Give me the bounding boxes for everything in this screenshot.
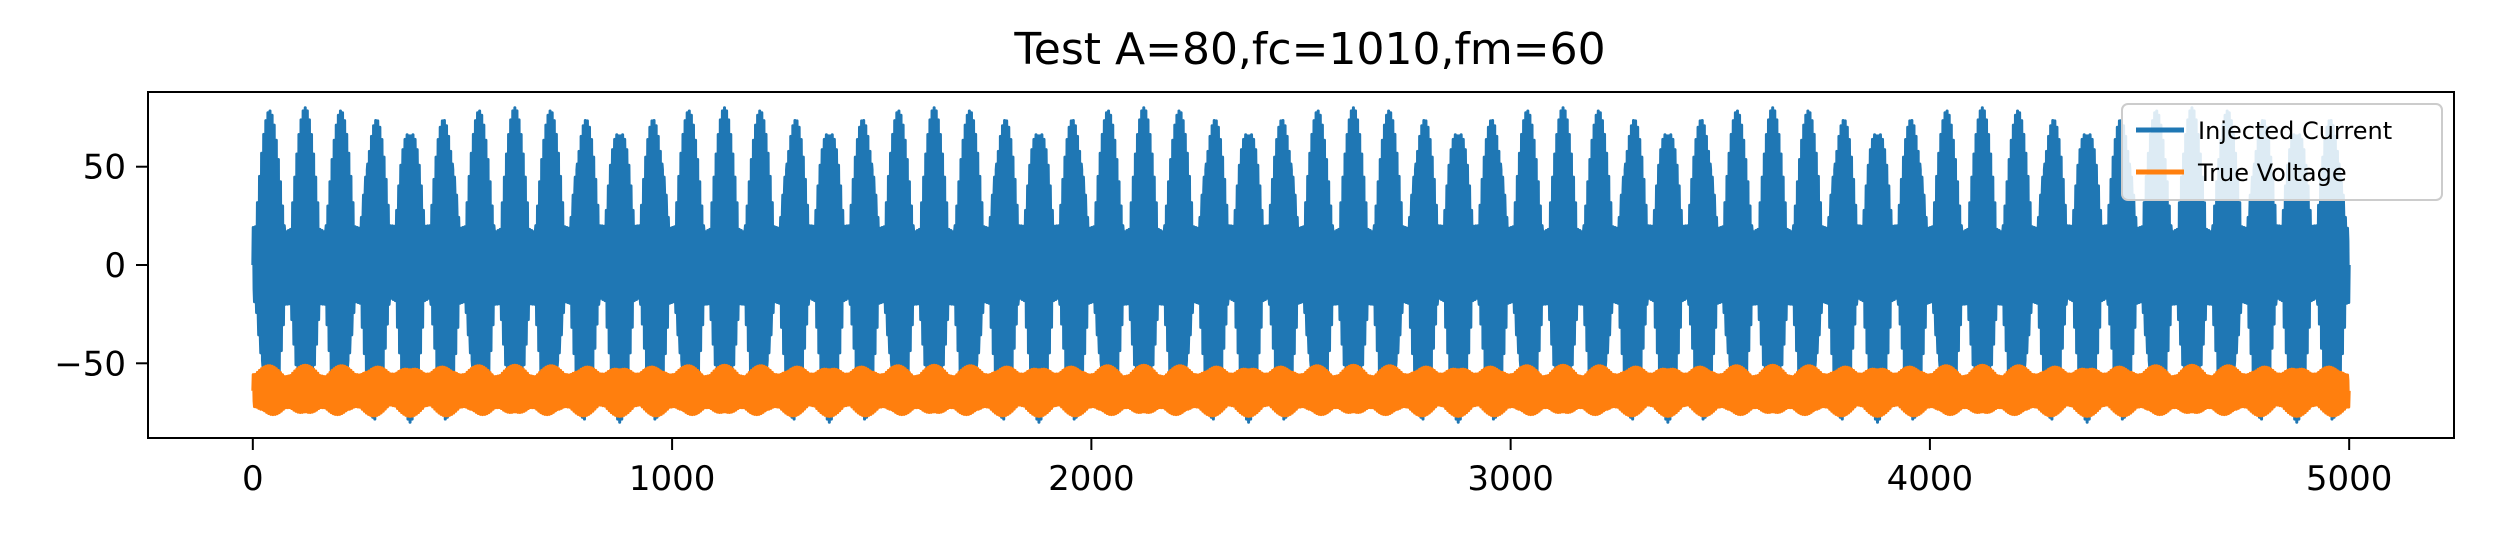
series-true-voltage — [251, 363, 2351, 418]
x-tick-label: 3000 — [1467, 459, 1554, 499]
y-tick-label: −50 — [54, 344, 126, 384]
series-injected-current — [251, 106, 2351, 424]
y-tick-label: 0 — [104, 246, 126, 286]
legend-label-true-voltage: True Voltage — [2197, 159, 2347, 187]
y-tick-label: 50 — [83, 148, 126, 188]
legend: Injected Current True Voltage — [2121, 103, 2443, 201]
x-tick-label: 4000 — [1887, 459, 1974, 499]
legend-label-injected-current: Injected Current — [2198, 117, 2392, 145]
series-line — [251, 106, 2351, 424]
y-axis: −50 0 50 — [54, 148, 148, 384]
x-tick-label: 1000 — [629, 459, 716, 499]
chart-title: Test A=80,fc=1010,fm=60 — [1013, 24, 1605, 75]
series-layer — [251, 106, 2351, 424]
legend-box — [2121, 103, 2443, 201]
series-line — [251, 363, 2351, 418]
x-tick-label: 2000 — [1048, 459, 1135, 499]
x-tick-label: 5000 — [2306, 459, 2393, 499]
x-tick-label: 0 — [242, 459, 264, 499]
x-axis: 0 1000 2000 3000 4000 5000 — [242, 438, 2392, 499]
